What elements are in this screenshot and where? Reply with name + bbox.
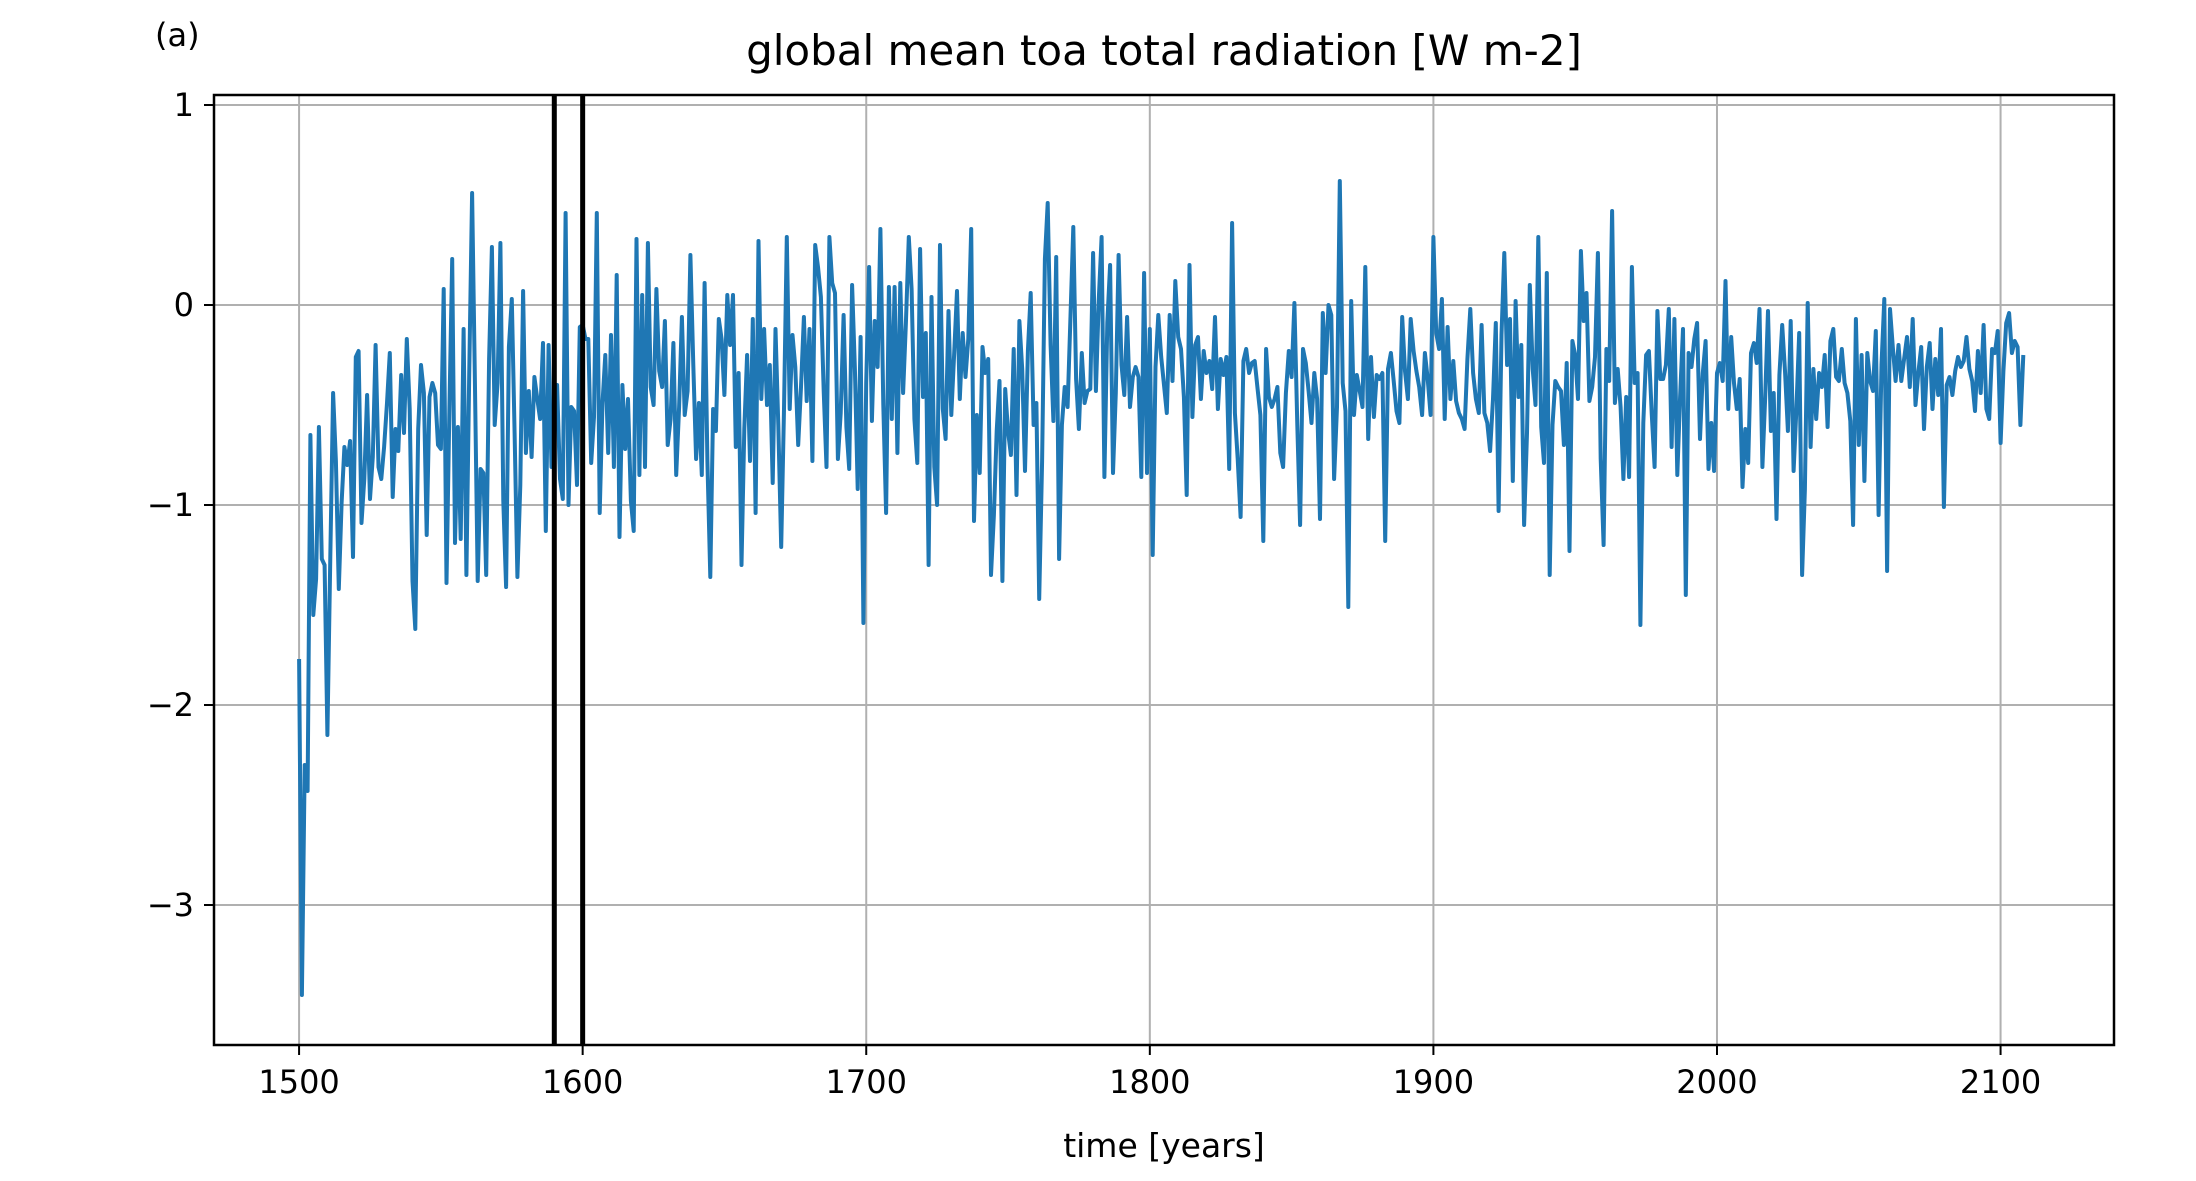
grid bbox=[214, 95, 2114, 1045]
x-tick-label: 1600 bbox=[542, 1063, 623, 1101]
y-tick-label: 0 bbox=[174, 286, 194, 324]
x-tick-label: 1500 bbox=[258, 1063, 339, 1101]
chart-title: global mean toa total radiation [W m-2] bbox=[746, 26, 1582, 75]
y-tick-label: 1 bbox=[174, 86, 194, 124]
x-tick-label: 1800 bbox=[1109, 1063, 1190, 1101]
y-tick-label: −3 bbox=[147, 886, 194, 924]
y-axis: 1 0 −1 −2 −3 bbox=[147, 86, 214, 924]
x-axis: 1500 1600 1700 1800 1900 2000 2100 bbox=[258, 1045, 2041, 1101]
x-tick-label: 2100 bbox=[1960, 1063, 2041, 1101]
x-tick-label: 1900 bbox=[1393, 1063, 1474, 1101]
x-axis-label: time [years] bbox=[1063, 1126, 1265, 1165]
plot-frame bbox=[212, 93, 2116, 1047]
panel-label: (a) bbox=[155, 16, 200, 54]
series-layer bbox=[297, 179, 2026, 997]
y-tick-label: −2 bbox=[147, 686, 194, 724]
y-tick-label: −1 bbox=[147, 486, 194, 524]
vertical-markers bbox=[551, 95, 586, 1045]
x-tick-label: 1700 bbox=[826, 1063, 907, 1101]
x-tick-label: 2000 bbox=[1676, 1063, 1757, 1101]
series-line bbox=[297, 179, 2026, 997]
